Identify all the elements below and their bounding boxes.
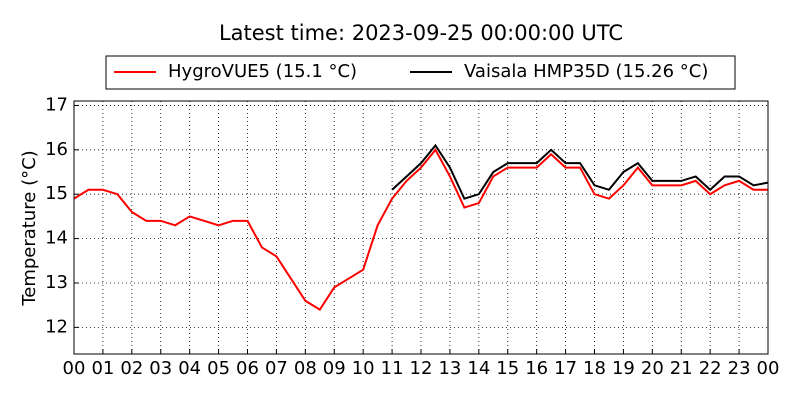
x-tick-label: 21	[670, 358, 693, 379]
x-tick-label: 17	[554, 358, 577, 379]
x-tick-label: 22	[699, 358, 722, 379]
x-tick-label: 19	[612, 358, 635, 379]
x-tick-label: 03	[149, 358, 172, 379]
x-tick-label: 02	[120, 358, 143, 379]
x-tick-label: 08	[294, 358, 317, 379]
y-tick-label: 16	[45, 139, 68, 160]
y-tick-label: 14	[45, 228, 68, 249]
x-tick-label: 18	[583, 358, 606, 379]
x-tick-label: 12	[410, 358, 433, 379]
y-tick-label: 17	[45, 94, 68, 115]
x-tick-label: 13	[438, 358, 461, 379]
x-tick-label: 00	[757, 358, 780, 379]
legend-label: HygroVUE5 (15.1 °C)	[168, 61, 357, 82]
x-tick-label: 15	[496, 358, 519, 379]
x-tick-label: 00	[63, 358, 86, 379]
x-tick-label: 05	[207, 358, 230, 379]
y-tick-label: 12	[45, 316, 68, 337]
x-tick-label: 01	[91, 358, 114, 379]
series-line	[391, 143, 769, 200]
y-tick-label: 13	[45, 272, 68, 293]
x-tick-label: 06	[236, 358, 259, 379]
y-tick-label: 15	[45, 183, 68, 204]
x-tick-label: 09	[323, 358, 346, 379]
x-tick-label: 20	[641, 358, 664, 379]
x-tick-label: 14	[467, 358, 490, 379]
x-tick-label: 07	[265, 358, 288, 379]
y-axis-label: Temperature (°C)	[19, 150, 40, 306]
x-tick-label: 04	[178, 358, 201, 379]
plot-frame	[73, 100, 769, 355]
x-tick-label: 16	[525, 358, 548, 379]
legend-label: Vaisala HMP35D (15.26 °C)	[464, 61, 708, 82]
series-line	[73, 148, 768, 311]
x-tick-label: 23	[728, 358, 751, 379]
x-tick-label: 11	[381, 358, 404, 379]
chart-title: Latest time: 2023-09-25 00:00:00 UTC	[219, 21, 623, 45]
x-tick-label: 10	[352, 358, 375, 379]
